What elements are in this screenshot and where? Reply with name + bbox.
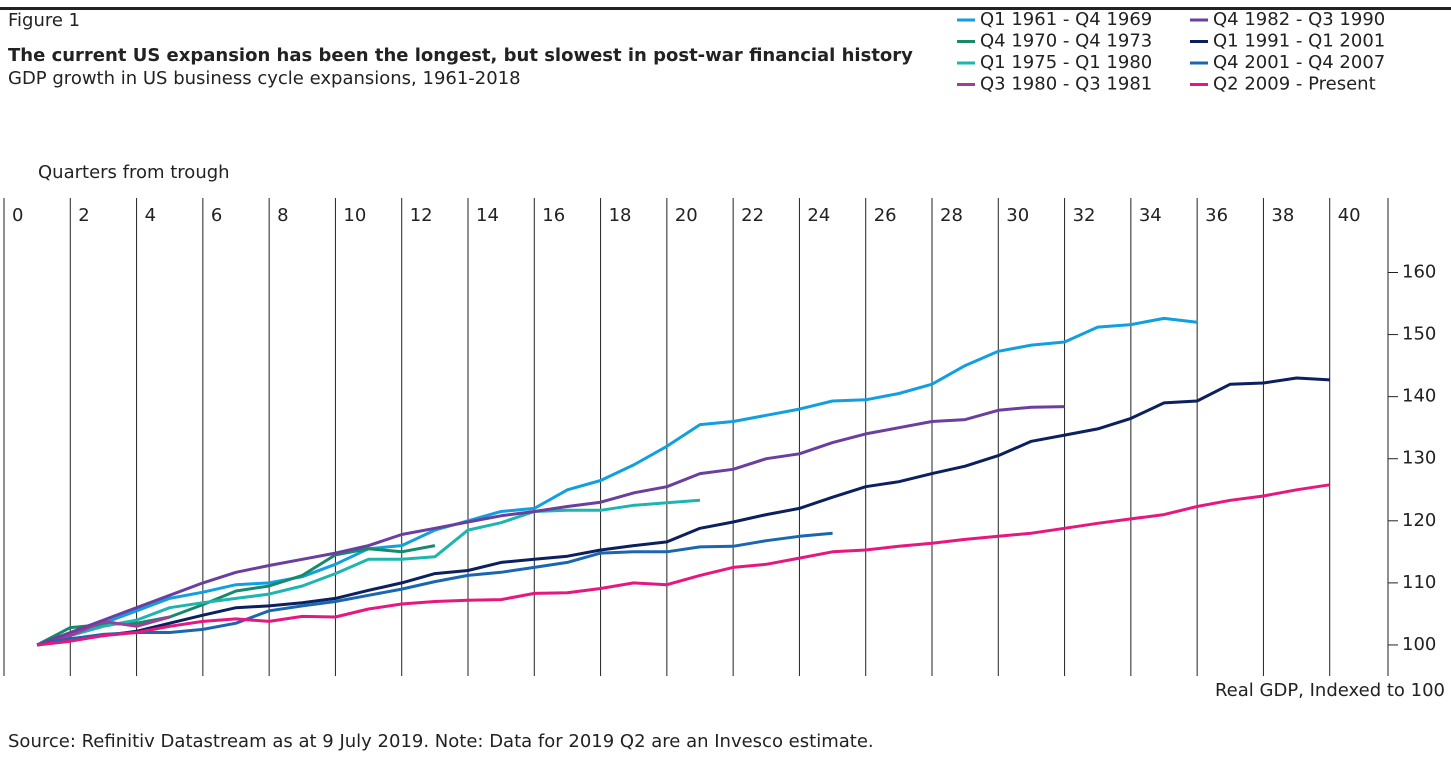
legend-label: Q4 1970 - Q4 1973: [980, 31, 1152, 52]
chart-subtitle: GDP growth in US business cycle expansio…: [8, 68, 521, 89]
series-line: [36, 316, 1198, 647]
x-tick-label: 18: [609, 205, 632, 226]
legend-label: Q4 2001 - Q4 2007: [1213, 52, 1385, 73]
x-tick-label: 22: [741, 205, 764, 226]
series-line: [36, 405, 1065, 647]
x-tick-label: 32: [1073, 205, 1096, 226]
x-tick-label: 26: [874, 205, 897, 226]
y-tick-label: 110: [1402, 572, 1436, 593]
y-tick-label: 100: [1402, 634, 1436, 655]
x-tick-label: 6: [211, 205, 222, 226]
x-tick-label: 34: [1139, 205, 1162, 226]
y-tick-label: 160: [1402, 261, 1436, 282]
series-line: [36, 544, 436, 647]
source-note: Source: Refinitiv Datastream as at 9 Jul…: [8, 731, 874, 752]
x-tick-label: 36: [1205, 205, 1228, 226]
legend-label: Q1 1991 - Q1 2001: [1213, 31, 1385, 52]
x-tick-label: 2: [78, 205, 89, 226]
x-tick-label: 8: [277, 205, 288, 226]
legend-label: Q1 1975 - Q1 1980: [980, 52, 1152, 73]
x-tick-label: 0: [12, 205, 23, 226]
series-line: [36, 531, 833, 647]
x-tick-label: 20: [675, 205, 698, 226]
legend-label: Q2 2009 - Present: [1213, 74, 1376, 95]
figure-label: Figure 1: [8, 10, 80, 31]
x-tick-label: 30: [1006, 205, 1029, 226]
y-axis-label: Real GDP, Indexed to 100: [1215, 680, 1445, 701]
x-tick-label: 40: [1338, 205, 1361, 226]
y-tick-label: 130: [1402, 448, 1436, 469]
y-tick-label: 150: [1402, 324, 1436, 345]
x-tick-label: 10: [343, 205, 366, 226]
x-axis-label: Quarters from trough: [38, 162, 230, 183]
series-line: [36, 483, 1330, 647]
series-line: [36, 376, 1330, 647]
x-tick-label: 14: [476, 205, 499, 226]
x-tick-label: 24: [807, 205, 830, 226]
x-tick-label: 28: [940, 205, 963, 226]
y-tick-label: 140: [1402, 386, 1436, 407]
y-tick-label: 120: [1402, 510, 1436, 531]
legend-label: Q4 1982 - Q3 1990: [1213, 9, 1385, 30]
legend-label: Q3 1980 - Q3 1981: [980, 74, 1152, 95]
legend-label: Q1 1961 - Q4 1969: [980, 9, 1152, 30]
x-tick-label: 38: [1271, 205, 1294, 226]
x-tick-label: 16: [542, 205, 565, 226]
series-line: [36, 498, 701, 647]
chart-title: The current US expansion has been the lo…: [8, 45, 913, 66]
x-tick-label: 4: [145, 205, 156, 226]
top-rule: [0, 7, 1451, 10]
x-tick-label: 12: [410, 205, 433, 226]
